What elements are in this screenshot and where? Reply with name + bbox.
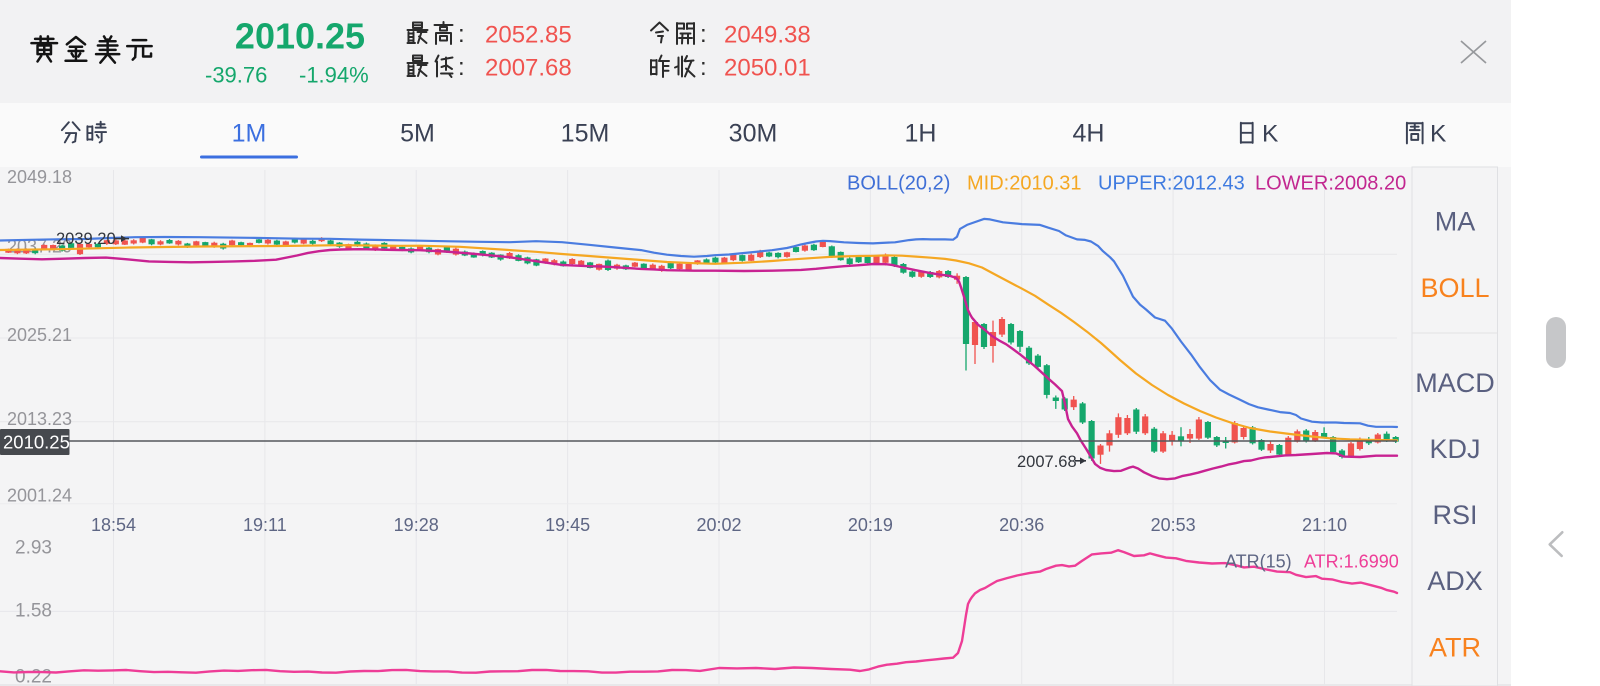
svg-text:RSI: RSI — [1432, 500, 1477, 530]
svg-text::: : — [458, 54, 465, 81]
svg-text:MID:2010.31: MID:2010.31 — [967, 173, 1082, 195]
svg-text:2007.68: 2007.68 — [1017, 453, 1077, 471]
svg-text:ATR: ATR — [1429, 633, 1481, 663]
svg-text:1.58: 1.58 — [15, 601, 52, 622]
svg-text:2050.01: 2050.01 — [724, 55, 811, 82]
svg-text:MACD: MACD — [1415, 368, 1495, 398]
svg-text:2049.18: 2049.18 — [7, 167, 72, 187]
svg-text:19:11: 19:11 — [243, 515, 287, 535]
svg-text:5M: 5M — [400, 120, 435, 148]
svg-text:BOLL: BOLL — [1420, 273, 1489, 303]
svg-text:2007.68: 2007.68 — [485, 55, 572, 82]
svg-text:18:54: 18:54 — [91, 515, 136, 535]
svg-text:2010.25: 2010.25 — [235, 16, 365, 57]
svg-text:UPPER:2012.43: UPPER:2012.43 — [1098, 173, 1245, 195]
svg-text:15M: 15M — [561, 120, 610, 148]
svg-text:MA: MA — [1435, 207, 1476, 237]
svg-text:2052.85: 2052.85 — [485, 22, 572, 49]
svg-text:1M: 1M — [232, 120, 267, 148]
svg-text:2001.24: 2001.24 — [7, 486, 72, 506]
svg-text:ATR:1.6990: ATR:1.6990 — [1304, 552, 1399, 572]
svg-text:2010.25: 2010.25 — [3, 432, 70, 453]
svg-text:19:28: 19:28 — [394, 515, 439, 535]
svg-text::: : — [700, 54, 707, 81]
svg-text:21:10: 21:10 — [1302, 515, 1347, 535]
svg-text:KDJ: KDJ — [1429, 434, 1480, 464]
svg-text:LOWER:2008.20: LOWER:2008.20 — [1255, 173, 1406, 195]
svg-text:1H: 1H — [905, 120, 937, 148]
svg-text::: : — [458, 21, 465, 48]
svg-text:0.22: 0.22 — [15, 667, 52, 686]
svg-text:20:53: 20:53 — [1151, 515, 1196, 535]
svg-text:20:19: 20:19 — [848, 515, 893, 535]
svg-text:2049.38: 2049.38 — [724, 22, 811, 49]
svg-text:20:02: 20:02 — [696, 515, 741, 535]
svg-text:K: K — [1262, 121, 1279, 148]
svg-text:-1.94%: -1.94% — [299, 63, 369, 88]
svg-text:2.93: 2.93 — [15, 538, 52, 559]
svg-text:2039.20: 2039.20 — [56, 230, 116, 248]
svg-text:ATR(15): ATR(15) — [1225, 552, 1292, 572]
svg-text:19:45: 19:45 — [545, 515, 590, 535]
svg-text:4H: 4H — [1073, 120, 1105, 148]
svg-text::: : — [700, 21, 707, 48]
svg-text:-39.76: -39.76 — [205, 63, 267, 88]
svg-text:20:36: 20:36 — [999, 515, 1044, 535]
svg-text:30M: 30M — [729, 120, 778, 148]
svg-text:K: K — [1430, 121, 1447, 148]
svg-text:2013.23: 2013.23 — [7, 409, 72, 429]
svg-text:ADX: ADX — [1427, 566, 1483, 596]
svg-text:BOLL(20,2): BOLL(20,2) — [847, 173, 950, 195]
svg-text:2025.21: 2025.21 — [7, 325, 72, 345]
